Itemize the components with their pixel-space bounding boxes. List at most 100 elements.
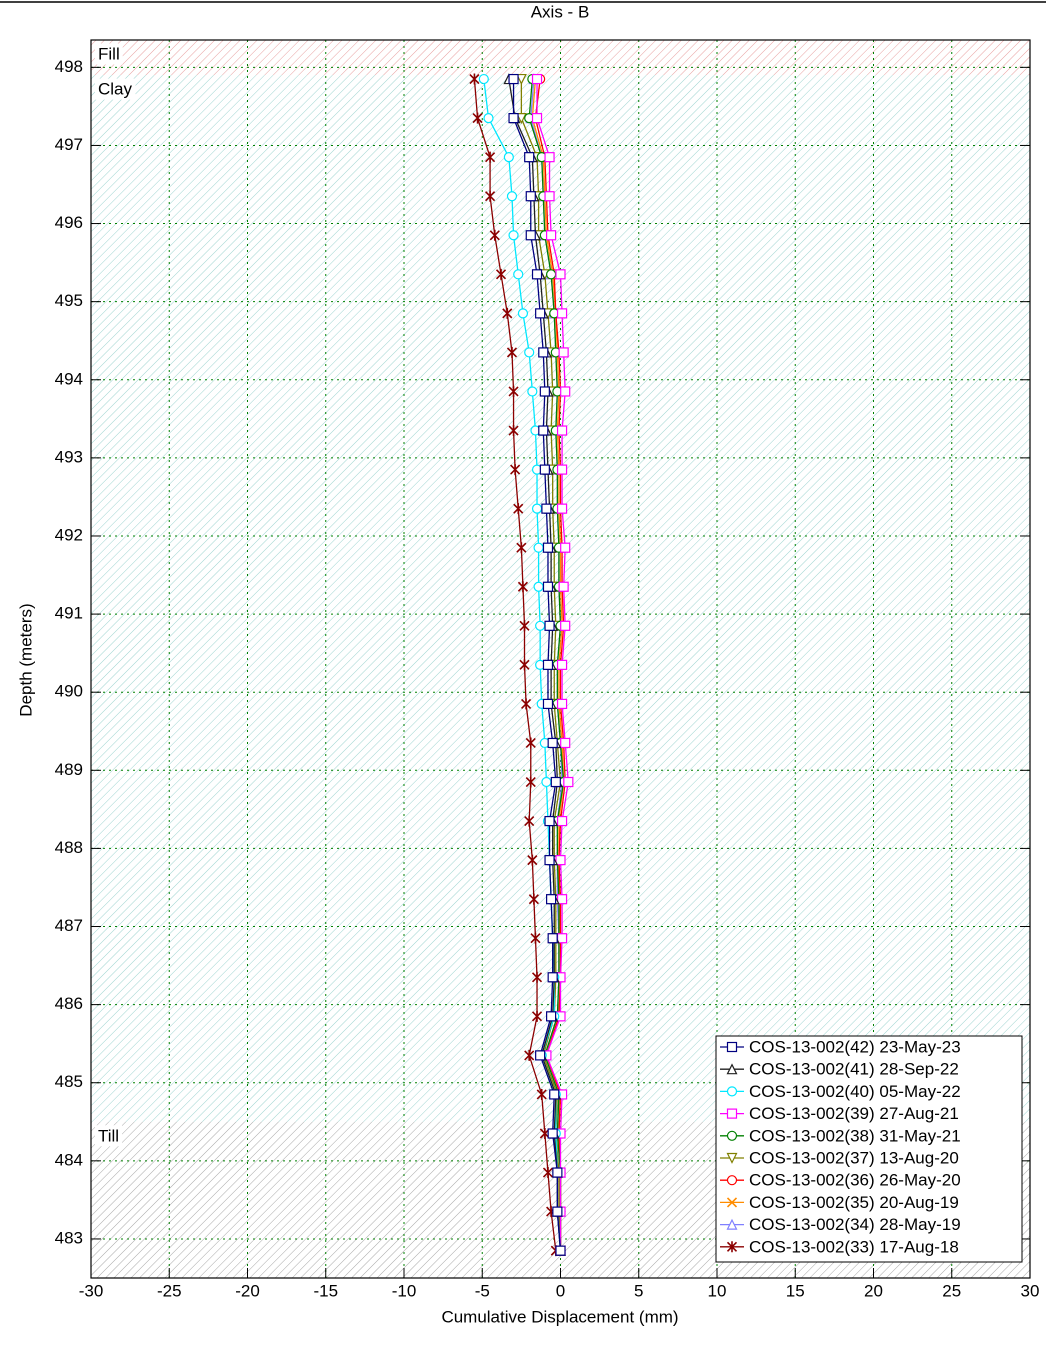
point: [495, 268, 507, 280]
legend-label: COS-13-002(41) 28-Sep-22: [749, 1060, 959, 1079]
point: [547, 933, 558, 944]
x-tick-label: 0: [556, 1281, 565, 1300]
y-tick-label: 490: [55, 682, 83, 701]
point: [506, 191, 518, 202]
point: [508, 385, 519, 397]
y-tick-label: 486: [55, 994, 83, 1013]
point: [515, 113, 527, 124]
point: [556, 815, 568, 827]
legend-marker: [726, 1086, 738, 1097]
legend-label: COS-13-002(37) 13-Aug-20: [749, 1148, 959, 1167]
legend-marker: [726, 1218, 738, 1230]
legend-label: COS-13-002(33) 17-Aug-18: [749, 1237, 959, 1256]
point: [524, 152, 535, 163]
point: [528, 893, 539, 905]
x-tick-label: 25: [942, 1281, 961, 1300]
point: [550, 776, 561, 788]
point: [541, 503, 552, 514]
x-tick-label: 20: [864, 1281, 883, 1300]
point: [521, 698, 532, 710]
point: [525, 230, 536, 241]
point: [510, 464, 521, 476]
x-tick-label: -30: [79, 1281, 104, 1300]
point: [558, 581, 569, 592]
point: [546, 230, 557, 241]
point: [541, 776, 552, 788]
point: [519, 659, 530, 671]
point: [524, 1049, 535, 1061]
point: [502, 307, 513, 319]
y-tick-label: 491: [55, 604, 83, 623]
point: [478, 73, 489, 85]
point: [513, 269, 524, 280]
point: [506, 346, 518, 358]
layer-label-bg: [95, 43, 123, 65]
point: [533, 581, 544, 592]
point: [530, 932, 541, 944]
legend-marker: [726, 1108, 738, 1119]
y-tick-label: 489: [55, 760, 83, 779]
point: [536, 1088, 547, 1100]
layer-label: Fill: [98, 44, 120, 63]
point: [517, 581, 529, 593]
point: [555, 269, 566, 280]
point: [508, 113, 519, 124]
point: [531, 269, 543, 280]
point: [560, 737, 571, 749]
point: [469, 73, 480, 85]
point: [552, 1206, 563, 1217]
y-tick-label: 485: [55, 1072, 83, 1091]
point: [542, 542, 554, 553]
point: [531, 971, 543, 983]
y-tick-label: 498: [55, 57, 83, 76]
point: [533, 542, 544, 553]
point: [560, 620, 571, 631]
point: [556, 503, 568, 514]
legend-marker: [726, 1197, 738, 1208]
legend-marker: [726, 1152, 738, 1164]
legend-label: COS-13-002(40) 05-May-22: [749, 1082, 961, 1101]
point: [531, 1010, 543, 1022]
point: [531, 73, 543, 85]
plot-frame: [90, 39, 1031, 1279]
legend-label: COS-13-002(34) 28-May-19: [749, 1215, 961, 1234]
legend-marker: [726, 1041, 738, 1053]
point: [544, 855, 555, 866]
y-tick-label: 496: [55, 213, 83, 232]
legend-marker: [726, 1130, 738, 1141]
y-tick-label: 495: [55, 291, 83, 310]
point: [547, 972, 558, 983]
point: [517, 308, 529, 319]
point: [542, 698, 554, 710]
point: [485, 190, 496, 202]
legend-label: COS-13-002(36) 26-May-20: [749, 1171, 961, 1190]
point: [539, 464, 550, 475]
point: [483, 113, 494, 124]
x-tick-label: -10: [392, 1281, 417, 1300]
point: [524, 347, 535, 358]
point: [538, 425, 549, 436]
point: [556, 464, 568, 475]
point: [544, 815, 555, 827]
point: [535, 1050, 546, 1061]
legend-label: COS-13-002(35) 20-Aug-19: [749, 1193, 959, 1212]
point: [547, 737, 558, 749]
point: [556, 308, 568, 319]
legend-label: COS-13-002(42) 23-May-23: [749, 1037, 961, 1056]
point: [503, 152, 514, 163]
point: [555, 1245, 566, 1256]
point: [508, 425, 519, 437]
point: [519, 620, 530, 632]
x-tick-label: 30: [1021, 1281, 1040, 1300]
point: [563, 776, 574, 788]
y-tick-label: 484: [55, 1150, 83, 1169]
legend-box: [715, 1035, 1023, 1263]
point: [485, 151, 496, 163]
point: [542, 581, 554, 592]
legend-marker: [726, 1241, 738, 1253]
legend-marker: [726, 1175, 738, 1186]
point: [513, 503, 524, 515]
point: [489, 229, 500, 241]
point: [542, 659, 554, 670]
